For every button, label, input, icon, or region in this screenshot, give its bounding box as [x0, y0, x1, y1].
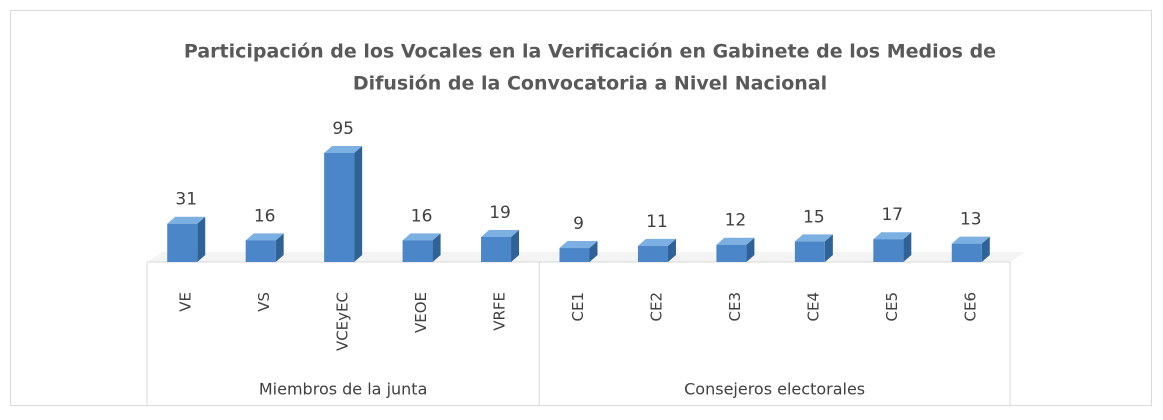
bar-face	[559, 248, 590, 262]
bar-face	[167, 216, 206, 224]
x-tick-label: CE2	[647, 292, 665, 322]
bar-face	[824, 234, 833, 262]
x-tick-label: CE5	[883, 292, 901, 322]
x-tick-label: CE6	[961, 292, 979, 322]
data-label: 13	[960, 210, 982, 230]
data-label: 16	[254, 206, 276, 226]
bar	[481, 230, 520, 262]
bar-face	[716, 237, 755, 245]
bar-face	[794, 241, 825, 262]
bar-face	[167, 223, 198, 262]
x-tick-label: VS	[255, 292, 273, 312]
x-tick-label: VCEyEC	[334, 292, 352, 351]
group-label: Consejeros electorales	[684, 380, 865, 399]
bar-face	[873, 239, 904, 262]
data-label: 15	[803, 207, 825, 227]
bar-face	[402, 233, 441, 241]
chart-title: Participación de los Vocales en la Verif…	[184, 41, 996, 63]
data-label: 31	[175, 190, 197, 210]
bar-face	[324, 146, 363, 153]
bar-face	[324, 153, 355, 262]
bar-face	[481, 237, 512, 262]
bar-face	[245, 240, 276, 262]
bar-face	[481, 230, 520, 237]
bar-face	[432, 233, 441, 262]
x-tick-label: CE4	[804, 292, 822, 322]
bar	[794, 234, 833, 262]
bar	[951, 236, 990, 262]
bar-face	[637, 238, 676, 246]
bar	[324, 146, 363, 262]
bar-face	[245, 233, 284, 241]
data-label: 12	[725, 211, 747, 231]
bar-face	[589, 241, 598, 262]
data-label: 95	[332, 119, 354, 139]
data-label: 17	[881, 205, 903, 225]
bar-face	[981, 236, 990, 262]
x-tick-label: CE1	[569, 292, 587, 322]
group-label: Miembros de la junta	[259, 380, 428, 399]
bar-face	[951, 243, 982, 262]
bar-face	[354, 146, 363, 262]
bar-face	[275, 233, 284, 262]
data-label: 16	[411, 206, 433, 226]
bar-face	[667, 238, 676, 262]
bar-face	[903, 232, 912, 262]
x-tick-label: VEOE	[412, 292, 430, 333]
data-label: 11	[646, 212, 668, 232]
x-tick-label: VRFE	[491, 292, 509, 331]
data-label: 9	[573, 214, 584, 234]
x-tick-label: VE	[177, 292, 195, 312]
bar-face	[402, 240, 433, 262]
bar	[559, 241, 598, 262]
bar	[637, 238, 676, 262]
chart-border	[10, 10, 1152, 406]
x-tick-label: CE3	[726, 292, 744, 322]
bar-face	[716, 244, 747, 262]
bar-face	[951, 236, 990, 244]
bar	[245, 233, 284, 262]
bar	[873, 232, 912, 262]
bar-face	[637, 245, 668, 262]
bar-face	[794, 234, 833, 242]
data-label: 19	[489, 203, 511, 223]
bar	[402, 233, 441, 262]
bar	[167, 216, 206, 262]
bar-face	[873, 232, 912, 240]
bar-face	[511, 230, 520, 262]
bar-face	[197, 216, 206, 262]
chart-title: Difusión de la Convocatoria a Nivel Naci…	[353, 73, 827, 95]
bar-face	[559, 241, 598, 249]
bar-face	[746, 237, 755, 262]
bar	[716, 237, 755, 262]
